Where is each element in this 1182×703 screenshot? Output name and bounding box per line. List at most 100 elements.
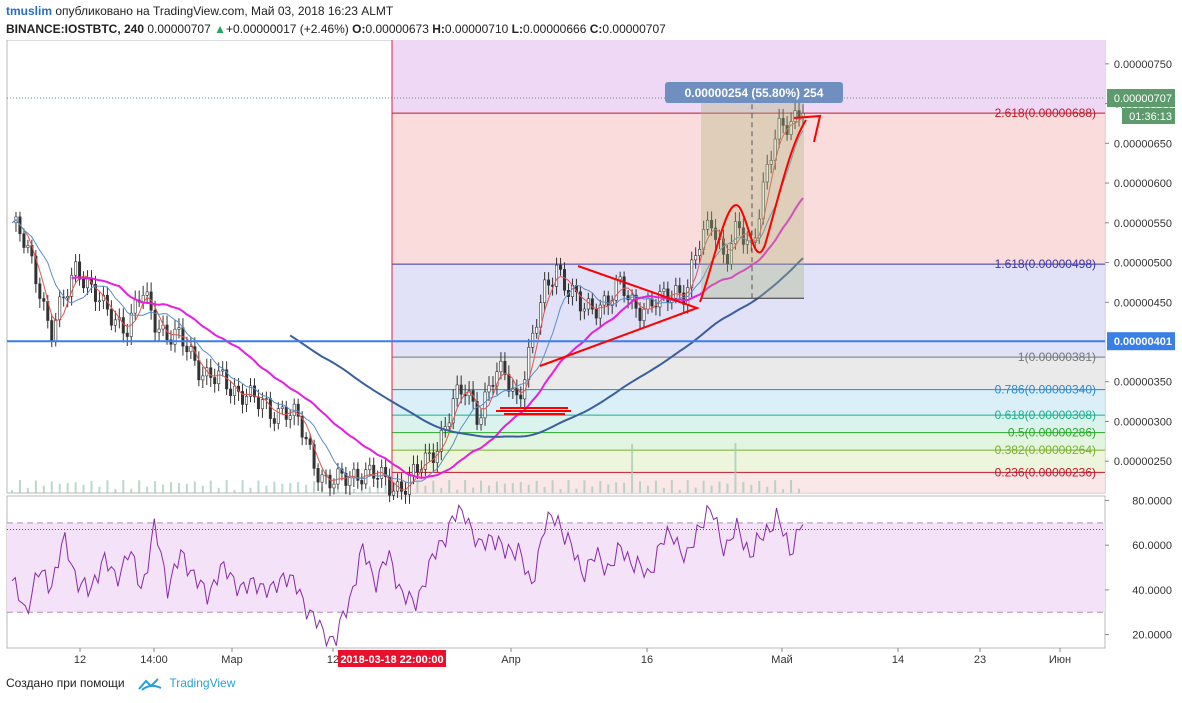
volume-bar (34, 480, 37, 493)
tradingview-brand-link[interactable]: TradingView (169, 676, 236, 690)
x-tick-label: 16 (641, 654, 653, 666)
y-tick-label: 0.00000750 (1114, 59, 1172, 71)
candle-body (714, 227, 718, 240)
candle-body (793, 110, 797, 122)
candle-body (272, 418, 276, 424)
fib-label-1.618: 1.618(0.00000498) (995, 257, 1096, 271)
candle-body (423, 452, 427, 470)
x-tick-label: Мар (221, 654, 243, 666)
volume-bar (281, 483, 284, 493)
candle-body (733, 221, 737, 245)
volume-bar (472, 487, 475, 493)
candle-body (495, 371, 499, 387)
candle-body (360, 480, 364, 485)
candle-body (38, 283, 42, 299)
candle-body (729, 243, 733, 265)
candle-body (368, 464, 372, 471)
fib-zone-0.5 (392, 432, 1105, 451)
open-value: 0.00000673 (365, 22, 429, 36)
rsi-band (7, 522, 1105, 613)
candle-body (316, 468, 320, 483)
volume-bar (623, 482, 626, 493)
volume-bar (106, 480, 109, 493)
volume-bar (503, 483, 506, 493)
fib-zone-0.382 (392, 450, 1105, 473)
candle-body (308, 438, 312, 445)
candle-body (153, 309, 157, 333)
candle-body (86, 278, 90, 289)
candle-body (125, 332, 129, 337)
triangle-annotation (539, 265, 700, 367)
volume-bar (257, 480, 260, 493)
volume-bar (90, 480, 93, 493)
volume-bar (424, 485, 427, 493)
candle-body (149, 291, 153, 311)
countdown-label: 01:36:13 (1129, 111, 1172, 123)
volume-bar (440, 487, 443, 493)
volume-bar (98, 486, 101, 493)
candle-body (256, 396, 260, 410)
volume-bar (448, 480, 451, 493)
volume-bar (782, 489, 785, 493)
volume-bar (273, 481, 276, 493)
last-price: 0.00000707 (147, 22, 211, 36)
price-change: +0.00000017 (+2.46%) (226, 22, 349, 36)
ma-navy-line (289, 257, 804, 438)
candle-body (666, 288, 670, 303)
volume-bar (766, 486, 769, 493)
volume-bar (734, 443, 737, 493)
candle-body (400, 481, 404, 492)
candle-body (280, 406, 284, 409)
candle-body (364, 469, 368, 485)
last-price-badge (1107, 89, 1175, 108)
candle-body (459, 384, 463, 395)
volume-bar (130, 488, 133, 493)
volume-bar (639, 481, 642, 493)
candle-body (662, 288, 666, 292)
candle-body (475, 401, 479, 425)
volume-bar (297, 482, 300, 493)
candle-body (276, 408, 280, 424)
candle-body (519, 394, 523, 400)
candle-body (582, 308, 586, 312)
candle-body (288, 415, 292, 420)
fib-label-0.236: 0.236(0.00000236) (995, 465, 1096, 479)
y-tick-label: 0.00000600 (1114, 178, 1172, 190)
candle-body (737, 221, 741, 229)
candle-body (121, 317, 125, 334)
volume-bar (662, 487, 665, 493)
volume-bar (122, 480, 125, 493)
candle-body (300, 416, 304, 438)
volume-bar (154, 481, 157, 493)
candle-body (213, 377, 217, 385)
volume-bar (50, 481, 53, 493)
volume-bar (527, 484, 530, 493)
rsi-tick-label: 60.0000 (1132, 540, 1172, 552)
volume-bar (575, 488, 578, 493)
volume-bar (464, 480, 467, 493)
candle-body (26, 245, 30, 248)
candle-body (201, 375, 205, 381)
volume-bar (58, 483, 61, 493)
volume-bar (11, 490, 13, 493)
low-value: 0.00000666 (522, 22, 587, 36)
volume-bar (615, 482, 618, 493)
candle-body (284, 406, 288, 420)
measure-label-bg (665, 82, 843, 103)
volume-bar (336, 488, 339, 493)
candle-body (706, 219, 710, 230)
candle-body (606, 295, 610, 306)
candle-body (507, 374, 511, 392)
y-tick-label: 0.00000300 (1114, 416, 1172, 428)
candle-body (415, 464, 419, 473)
price-chart[interactable]: 2.618(0.00000688) 1.618(0.00000498) 1(0.00… (0, 40, 1182, 668)
countdown-badge (1122, 108, 1175, 125)
volume-bar (567, 480, 570, 493)
x-tick-label: 12 (327, 654, 339, 666)
x-tick-label: 12 (74, 654, 86, 666)
rsi-line (11, 503, 804, 648)
author-name[interactable]: tmuslim (6, 4, 53, 18)
candle-body (348, 477, 352, 486)
candle-body (296, 403, 300, 417)
volume-bar (18, 480, 21, 493)
